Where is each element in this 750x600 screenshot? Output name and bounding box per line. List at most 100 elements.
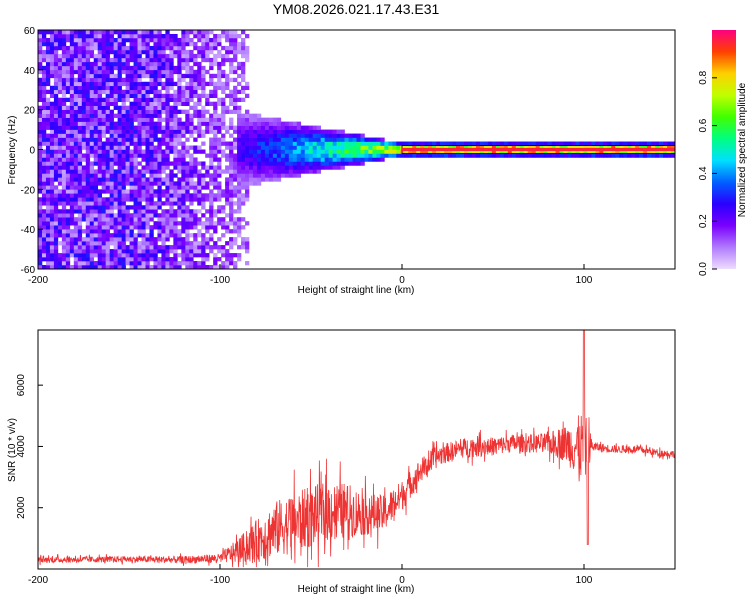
- spectrogram-cell: [113, 53, 118, 59]
- spectrogram-cell: [125, 141, 130, 146]
- spectrogram-x-tick-label: 0: [399, 275, 405, 286]
- spectrogram-cell: [101, 249, 106, 254]
- spectrogram-cell: [69, 113, 75, 118]
- spectrogram-cell: [241, 97, 246, 102]
- spectrogram-cell: [197, 229, 202, 234]
- spectrogram-cell: [133, 169, 138, 174]
- spectrogram-cell: [165, 229, 170, 234]
- spectrogram-cell: [332, 153, 337, 158]
- spectrogram-cell: [53, 249, 59, 254]
- spectrogram-cell: [97, 33, 102, 39]
- spectrogram-cell: [129, 33, 134, 39]
- spectrogram-cell: [185, 161, 190, 166]
- spectrogram-cell: [61, 221, 67, 226]
- spectrogram-cell: [284, 169, 290, 174]
- spectrogram-cell: [205, 265, 210, 270]
- spectrogram-cell: [161, 45, 166, 51]
- spectrogram-cell: [356, 149, 361, 154]
- spectrogram-cell: [129, 225, 134, 230]
- spectrogram-cell: [157, 41, 162, 47]
- spectrogram-cell: [97, 137, 102, 142]
- spectrogram-cell: [101, 209, 106, 214]
- spectrogram-cell: [38, 69, 43, 75]
- spectrogram-cell: [193, 173, 198, 178]
- spectrogram-cell: [205, 209, 210, 214]
- spectrogram-cell: [38, 189, 43, 194]
- spectrogram-cell: [153, 241, 158, 246]
- spectrogram-cell: [89, 181, 95, 186]
- spectrogram-y-tick-label: 20: [24, 106, 36, 117]
- spectrogram-cell: [157, 225, 162, 230]
- spectrogram-cell: [189, 121, 194, 126]
- spectrogram-cell: [93, 133, 99, 138]
- spectrogram-cell: [109, 45, 114, 51]
- spectrogram-cell: [432, 153, 437, 158]
- spectrogram-cell: [249, 181, 254, 186]
- spectrogram-cell: [523, 145, 528, 150]
- spectrogram-cell: [85, 197, 91, 202]
- spectrogram-cell: [73, 117, 79, 122]
- spectrogram-cell: [93, 105, 99, 110]
- spectrogram-cell: [197, 185, 202, 190]
- spectrogram-cell: [41, 197, 47, 202]
- spectrogram-cell: [65, 189, 71, 194]
- spectrogram-cell: [149, 125, 154, 130]
- spectrogram-cell: [316, 165, 321, 170]
- spectrogram-cell: [173, 245, 178, 250]
- spectrogram-cell: [193, 181, 198, 186]
- spectrogram-cell: [177, 165, 182, 170]
- spectrogram-cell: [93, 129, 99, 134]
- spectrogram-cell: [483, 149, 489, 154]
- spectrogram-cell: [97, 113, 102, 118]
- spectrogram-cell: [149, 61, 154, 67]
- spectrogram-cell: [153, 153, 158, 158]
- spectrogram-cell: [89, 261, 95, 266]
- spectrogram-cell: [527, 149, 532, 154]
- spectrogram-cell: [105, 221, 110, 226]
- spectrogram-cell: [41, 133, 47, 138]
- spectrogram-cell: [173, 165, 178, 170]
- spectrogram-cell: [53, 85, 59, 91]
- spectrogram-cell: [268, 137, 274, 142]
- spectrogram-cell: [93, 173, 99, 178]
- spectrogram-cell: [149, 181, 154, 186]
- spectrogram-cell: [229, 185, 234, 190]
- spectrogram-cell: [89, 233, 95, 238]
- spectrogram-cell: [49, 105, 55, 110]
- spectrogram-cell: [85, 89, 91, 95]
- spectrogram-cell: [444, 153, 449, 158]
- spectrogram-cell: [129, 93, 134, 99]
- spectrogram-cell: [89, 197, 95, 202]
- spectrogram-cell: [85, 169, 91, 174]
- spectrogram-cell: [161, 221, 166, 226]
- spectrogram-cell: [213, 109, 218, 114]
- spectrogram-cell: [97, 261, 102, 266]
- spectrogram-cell: [129, 213, 134, 218]
- spectrogram-cell: [89, 225, 95, 230]
- spectrogram-cell: [81, 113, 87, 118]
- spectrogram-cell: [113, 261, 118, 266]
- spectrogram-cell: [73, 97, 79, 102]
- spectrogram-cell: [149, 113, 154, 118]
- spectrogram-cell: [237, 49, 242, 55]
- spectrogram-cell: [499, 141, 505, 146]
- spectrogram-cell: [149, 169, 154, 174]
- spectrogram-cell: [491, 141, 497, 146]
- spectrogram-cell: [89, 137, 95, 142]
- spectrogram-cell: [169, 189, 174, 194]
- spectrogram-cell: [97, 117, 102, 122]
- snr-x-tick-label: -200: [28, 575, 48, 586]
- spectrogram-cell: [57, 165, 63, 170]
- spectrogram-cell: [181, 213, 186, 218]
- spectrogram-cell: [252, 161, 258, 166]
- spectrogram-cell: [312, 169, 317, 174]
- spectrogram-cell: [527, 141, 532, 146]
- spectrogram-cell: [117, 217, 122, 222]
- spectrogram-cell: [288, 121, 294, 126]
- spectrogram-cell: [49, 221, 55, 226]
- spectrogram-cell: [169, 221, 174, 226]
- spectrogram-cell: [252, 141, 258, 146]
- spectrogram-cell: [296, 161, 302, 166]
- spectrogram-cell: [284, 125, 290, 130]
- spectrogram-cell: [225, 53, 230, 59]
